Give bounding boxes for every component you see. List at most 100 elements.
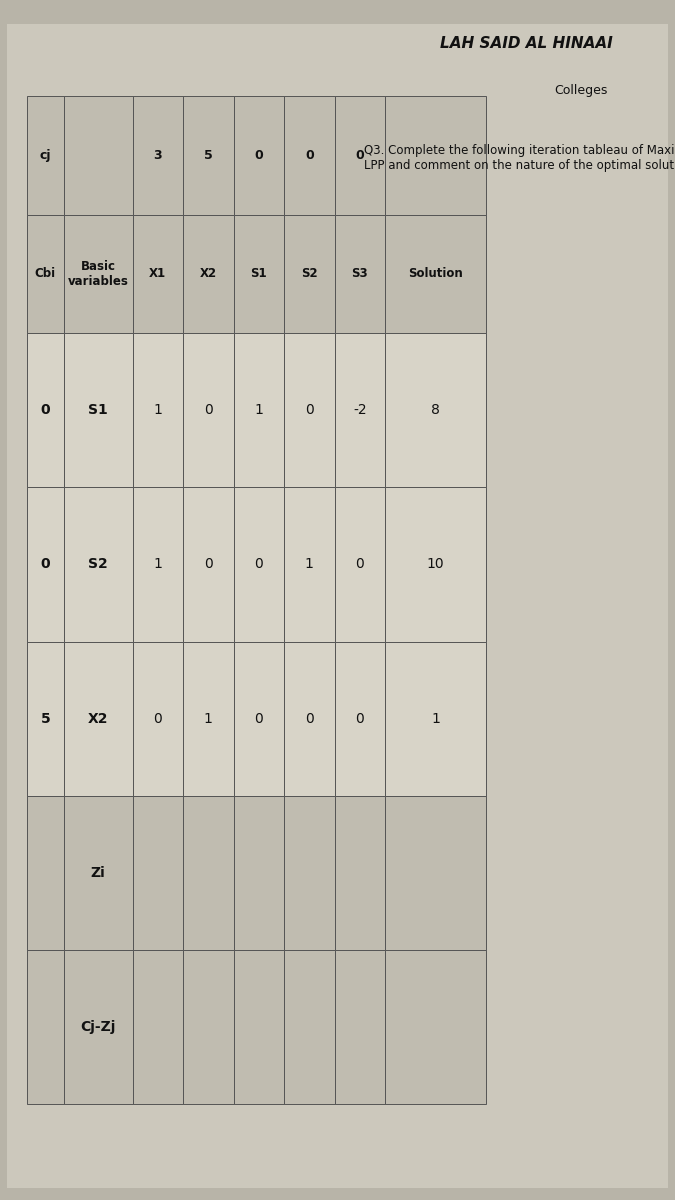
Text: 10: 10 — [427, 558, 444, 571]
Bar — [63, 642, 132, 796]
Text: 0: 0 — [153, 712, 162, 726]
Bar — [385, 334, 486, 487]
Bar — [335, 334, 385, 487]
Text: 3: 3 — [153, 149, 162, 162]
Bar — [63, 334, 132, 487]
Bar — [183, 642, 234, 796]
Bar — [335, 487, 385, 642]
Text: 0: 0 — [305, 712, 314, 726]
Bar — [27, 950, 63, 1104]
Bar — [284, 487, 335, 642]
Bar — [335, 215, 385, 334]
Bar — [63, 796, 132, 950]
Text: Colleges: Colleges — [554, 84, 608, 97]
Text: S1: S1 — [88, 403, 108, 418]
Bar — [234, 334, 284, 487]
Bar — [385, 796, 486, 950]
Bar — [335, 642, 385, 796]
Bar — [183, 96, 234, 215]
Bar — [284, 950, 335, 1104]
Bar — [132, 796, 183, 950]
Bar — [63, 215, 132, 334]
Bar — [27, 796, 63, 950]
Text: 0: 0 — [254, 149, 263, 162]
Text: Cj-Zj: Cj-Zj — [80, 1020, 116, 1034]
Bar — [183, 950, 234, 1104]
Text: Zi: Zi — [90, 865, 105, 880]
Bar — [284, 215, 335, 334]
Bar — [234, 96, 284, 215]
Bar — [183, 334, 234, 487]
Text: 1: 1 — [153, 558, 162, 571]
Text: X2: X2 — [200, 268, 217, 281]
Bar — [234, 950, 284, 1104]
Text: LAH SAID AL HINAAI: LAH SAID AL HINAAI — [440, 36, 613, 50]
Text: Cbi: Cbi — [35, 268, 56, 281]
Bar — [183, 487, 234, 642]
Bar — [183, 215, 234, 334]
Text: 5: 5 — [204, 149, 213, 162]
Bar — [183, 796, 234, 950]
Text: 0: 0 — [356, 149, 364, 162]
Bar — [63, 487, 132, 642]
Bar — [234, 487, 284, 642]
Bar — [335, 96, 385, 215]
Bar — [63, 96, 132, 215]
Bar — [27, 96, 63, 215]
Bar — [27, 334, 63, 487]
Text: X2: X2 — [88, 712, 109, 726]
Text: 1: 1 — [431, 712, 440, 726]
Text: 0: 0 — [356, 712, 364, 726]
Bar — [385, 96, 486, 215]
Bar — [27, 215, 63, 334]
Bar — [284, 96, 335, 215]
Bar — [335, 950, 385, 1104]
Bar — [335, 796, 385, 950]
Bar — [132, 487, 183, 642]
Text: 0: 0 — [40, 403, 50, 418]
Bar — [385, 642, 486, 796]
Text: -2: -2 — [353, 403, 367, 418]
Text: Basic
variables: Basic variables — [68, 260, 128, 288]
Text: 5: 5 — [40, 712, 50, 726]
Text: 0: 0 — [40, 558, 50, 571]
Bar — [284, 334, 335, 487]
Bar — [284, 642, 335, 796]
Bar — [27, 487, 63, 642]
Text: Solution: Solution — [408, 268, 463, 281]
Bar — [234, 796, 284, 950]
Text: Q3. Complete the following iteration tableau of Maximization problem of
LPP and : Q3. Complete the following iteration tab… — [364, 144, 675, 172]
Text: 0: 0 — [254, 712, 263, 726]
Text: 1: 1 — [204, 712, 213, 726]
Bar — [234, 642, 284, 796]
Bar — [27, 642, 63, 796]
Bar — [284, 796, 335, 950]
Text: 0: 0 — [204, 403, 213, 418]
Text: S3: S3 — [352, 268, 368, 281]
Text: 0: 0 — [305, 149, 314, 162]
Text: cj: cj — [40, 149, 51, 162]
Text: 1: 1 — [254, 403, 263, 418]
Bar — [385, 950, 486, 1104]
Bar — [385, 487, 486, 642]
Bar — [234, 215, 284, 334]
Text: 1: 1 — [305, 558, 314, 571]
Bar — [132, 950, 183, 1104]
Text: 0: 0 — [305, 403, 314, 418]
Bar — [132, 96, 183, 215]
Text: 1: 1 — [153, 403, 162, 418]
Text: S2: S2 — [88, 558, 108, 571]
Bar — [132, 215, 183, 334]
Text: 0: 0 — [356, 558, 364, 571]
Text: X1: X1 — [149, 268, 166, 281]
Bar — [132, 334, 183, 487]
Text: 0: 0 — [204, 558, 213, 571]
Bar — [63, 950, 132, 1104]
Text: 8: 8 — [431, 403, 440, 418]
Text: S1: S1 — [250, 268, 267, 281]
Text: 0: 0 — [254, 558, 263, 571]
FancyBboxPatch shape — [7, 24, 668, 1188]
Bar — [132, 642, 183, 796]
Text: S2: S2 — [301, 268, 318, 281]
Bar — [385, 215, 486, 334]
